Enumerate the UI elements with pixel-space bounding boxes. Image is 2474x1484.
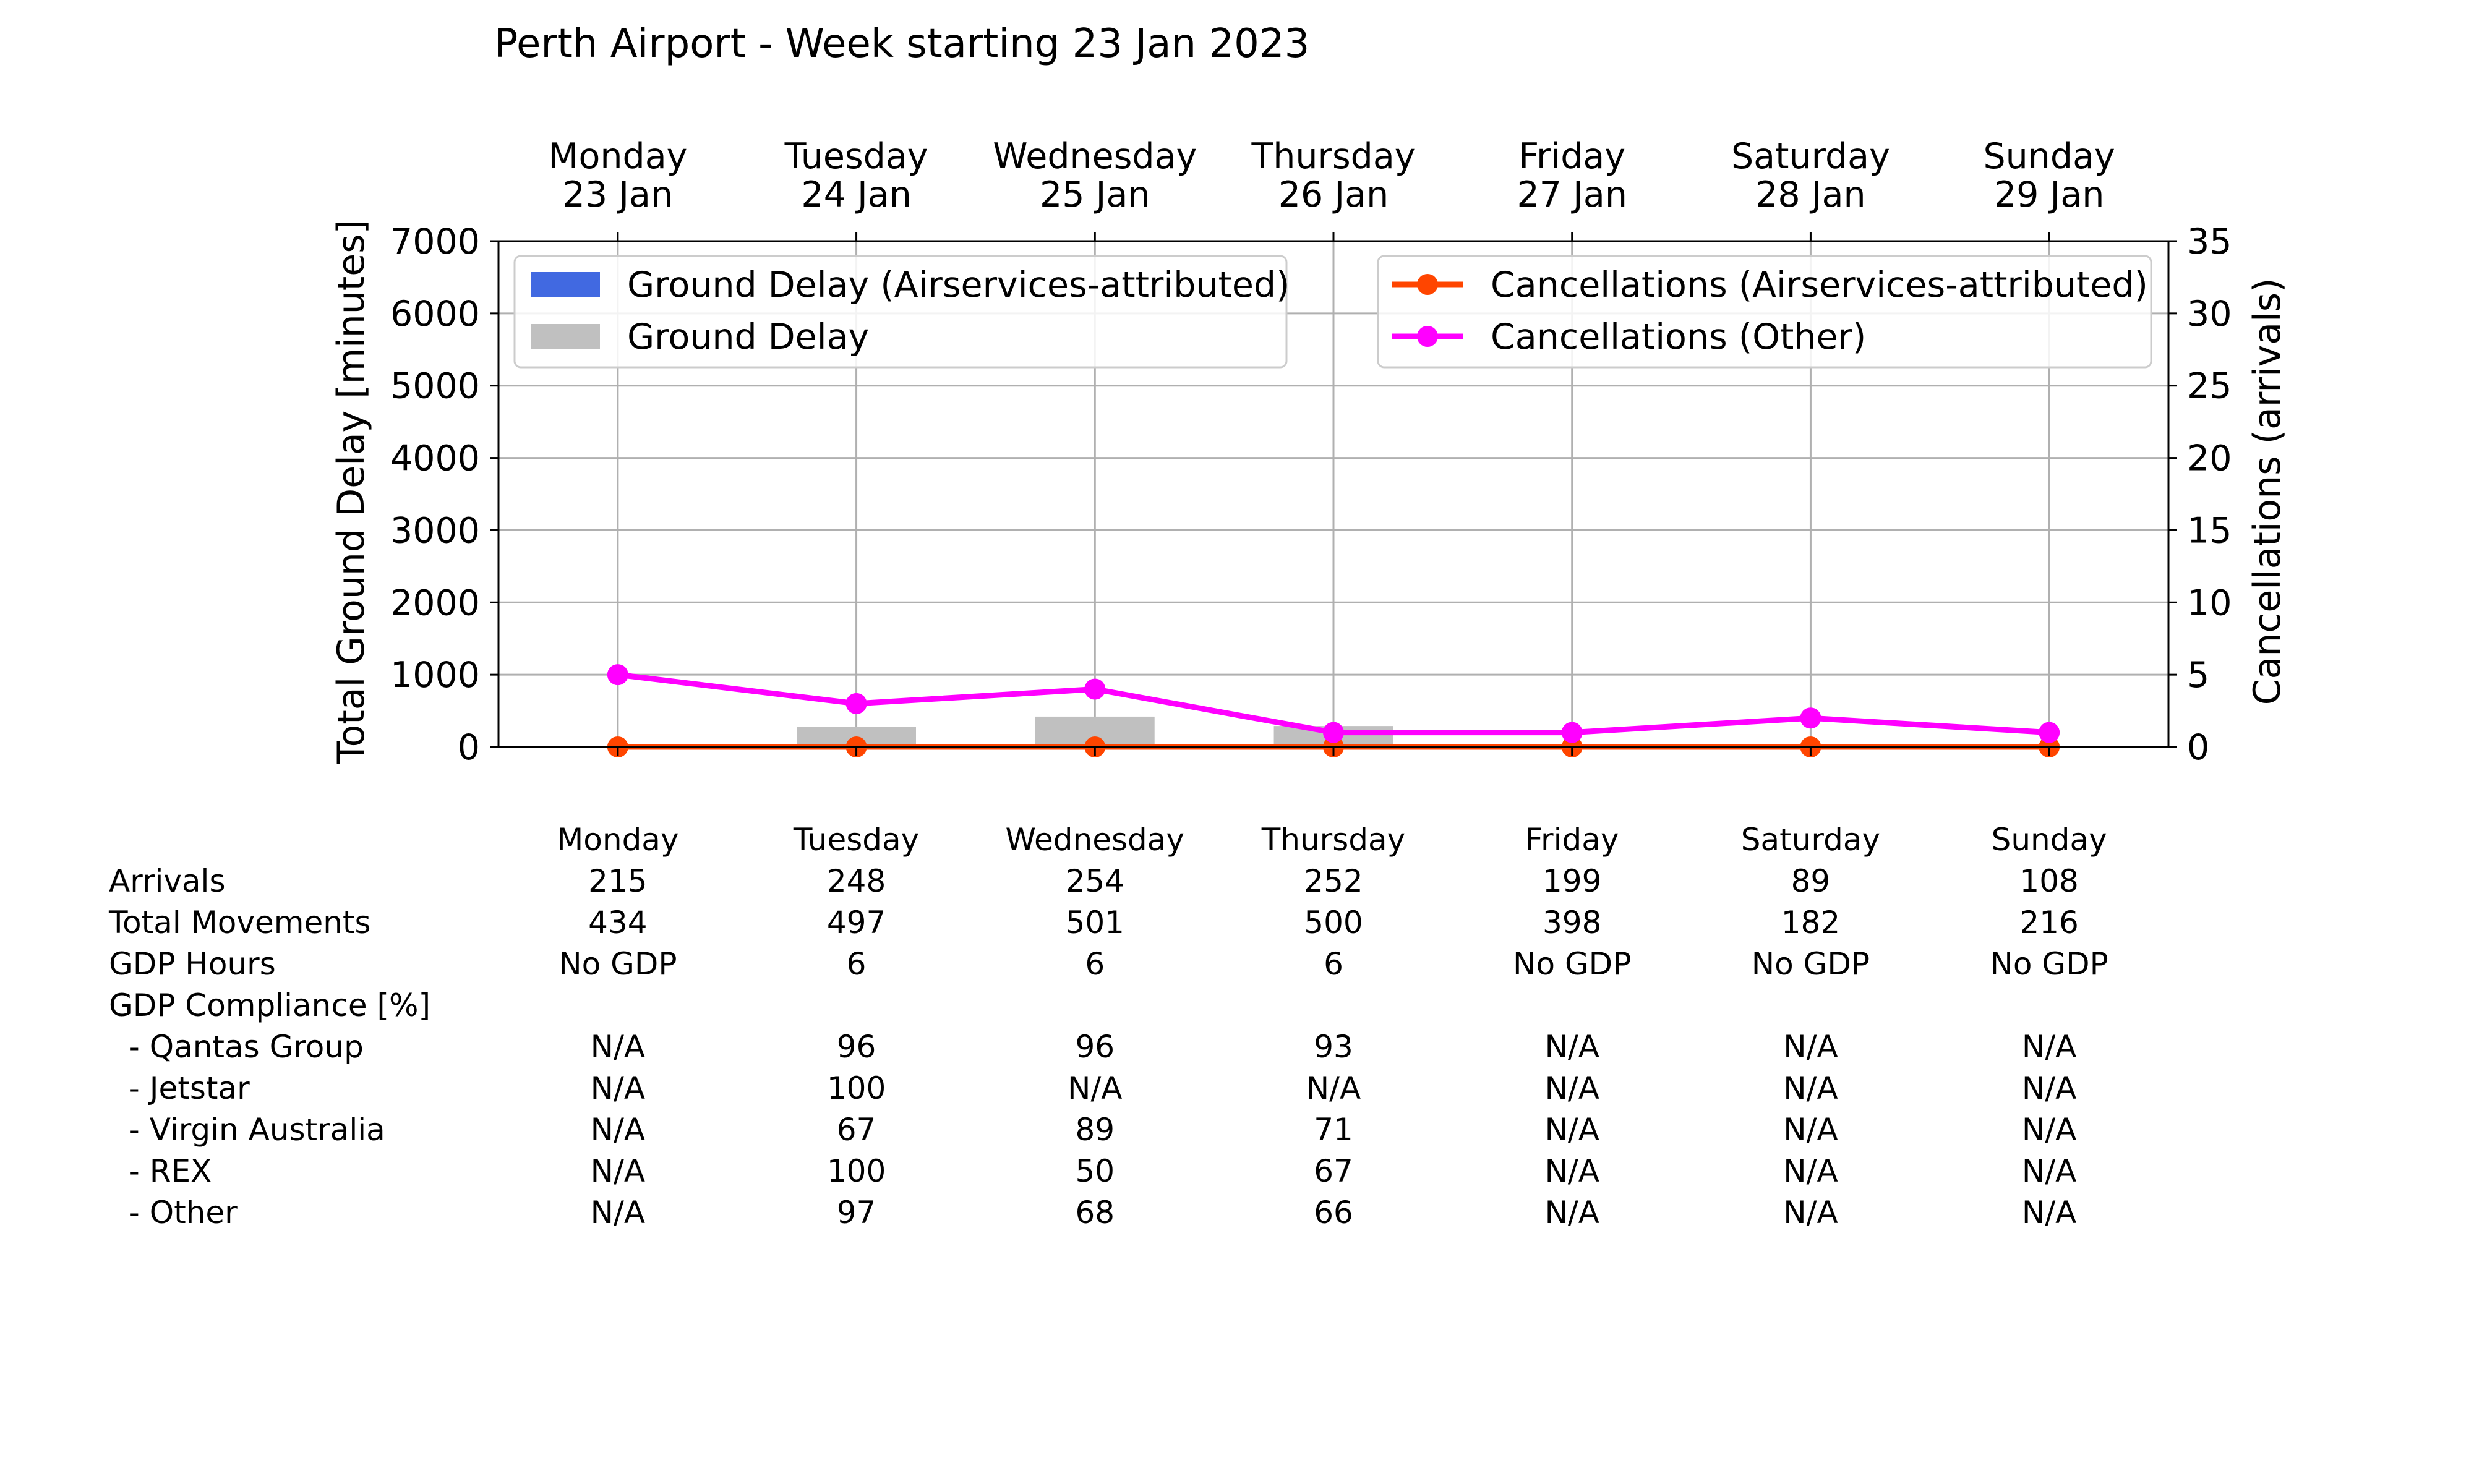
y2-tick-label: 25 xyxy=(2187,366,2232,407)
chart-title: Perth Airport - Week starting 23 Jan 202… xyxy=(494,21,1310,67)
x-tick-label-date: 28 Jan xyxy=(1755,174,1866,215)
x-tick-label-day: Saturday xyxy=(1731,136,1890,177)
y2-tick-label: 30 xyxy=(2187,294,2232,335)
y-tick-label: 7000 xyxy=(390,221,480,262)
y2-tick-label: 5 xyxy=(2187,655,2209,696)
y-tick-label: 1000 xyxy=(390,655,480,696)
legend-swatch xyxy=(531,272,600,297)
x-tick-label-day: Monday xyxy=(548,136,687,177)
x-tick-label-date: 27 Jan xyxy=(1517,174,1627,215)
y-tick-label: 2000 xyxy=(390,582,480,623)
y2-tick-label: 10 xyxy=(2187,582,2232,623)
legend-ground-delay: Ground Delay (Airservices-attributed) Gro… xyxy=(513,255,1290,369)
point-cancellations-other xyxy=(2039,722,2060,743)
x-tick-label-day: Thursday xyxy=(1251,136,1415,177)
y-tick-label: 3000 xyxy=(390,510,480,551)
y-tick-label: 6000 xyxy=(390,294,480,335)
y2-tick-label: 35 xyxy=(2187,221,2232,262)
legend-label: Cancellations (Airservices-attributed) xyxy=(1491,265,2148,305)
point-cancellations-other xyxy=(607,664,628,686)
y-axis-label: Total Ground Delay [minutes] xyxy=(330,220,373,764)
legend-label: Ground Delay xyxy=(627,317,869,357)
legend-label: Ground Delay (Airservices-attributed) xyxy=(627,265,1290,305)
y-tick-label: 0 xyxy=(458,727,480,768)
point-cancellations-other xyxy=(1084,678,1106,700)
point-cancellations-other xyxy=(1800,707,1821,729)
x-tick-label-date: 24 Jan xyxy=(801,174,912,215)
legend-label: Cancellations (Other) xyxy=(1491,317,1866,357)
x-tick-label-day: Tuesday xyxy=(784,136,928,177)
axes: 0 1000 2000 3000 4000 5000 6000 7000 0 5 10 15 20 25 3… xyxy=(390,136,2232,768)
legend-swatch xyxy=(531,324,600,349)
y2-tick-label: 15 xyxy=(2187,510,2232,551)
point-cancellations-other xyxy=(845,693,867,714)
x-tick-label-day: Friday xyxy=(1518,136,1625,177)
y2-axis-label: Cancellations (arrivals) xyxy=(2246,278,2289,706)
y-tick-label: 4000 xyxy=(390,438,480,479)
x-tick-label-date: 25 Jan xyxy=(1040,174,1150,215)
point-cancellations-other xyxy=(1323,722,1344,743)
x-tick-label-date: 26 Jan xyxy=(1278,174,1389,215)
legend-box xyxy=(1377,255,2152,369)
point-cancellations-other xyxy=(1561,722,1583,743)
legend-marker xyxy=(1417,274,1438,295)
legend-cancellations: Cancellations (Airservices-attributed) Ca… xyxy=(1377,255,2152,369)
legend-marker xyxy=(1417,326,1438,347)
y2-tick-label: 0 xyxy=(2187,727,2209,768)
x-tick-label-date: 23 Jan xyxy=(563,174,674,215)
y2-tick-label: 20 xyxy=(2187,438,2232,479)
x-tick-label-day: Wednesday xyxy=(993,136,1197,177)
legend-box xyxy=(513,255,1288,369)
y-tick-label: 5000 xyxy=(390,366,480,407)
x-tick-label-day: Sunday xyxy=(1984,136,2115,177)
x-tick-label-date: 29 Jan xyxy=(1994,174,2105,215)
